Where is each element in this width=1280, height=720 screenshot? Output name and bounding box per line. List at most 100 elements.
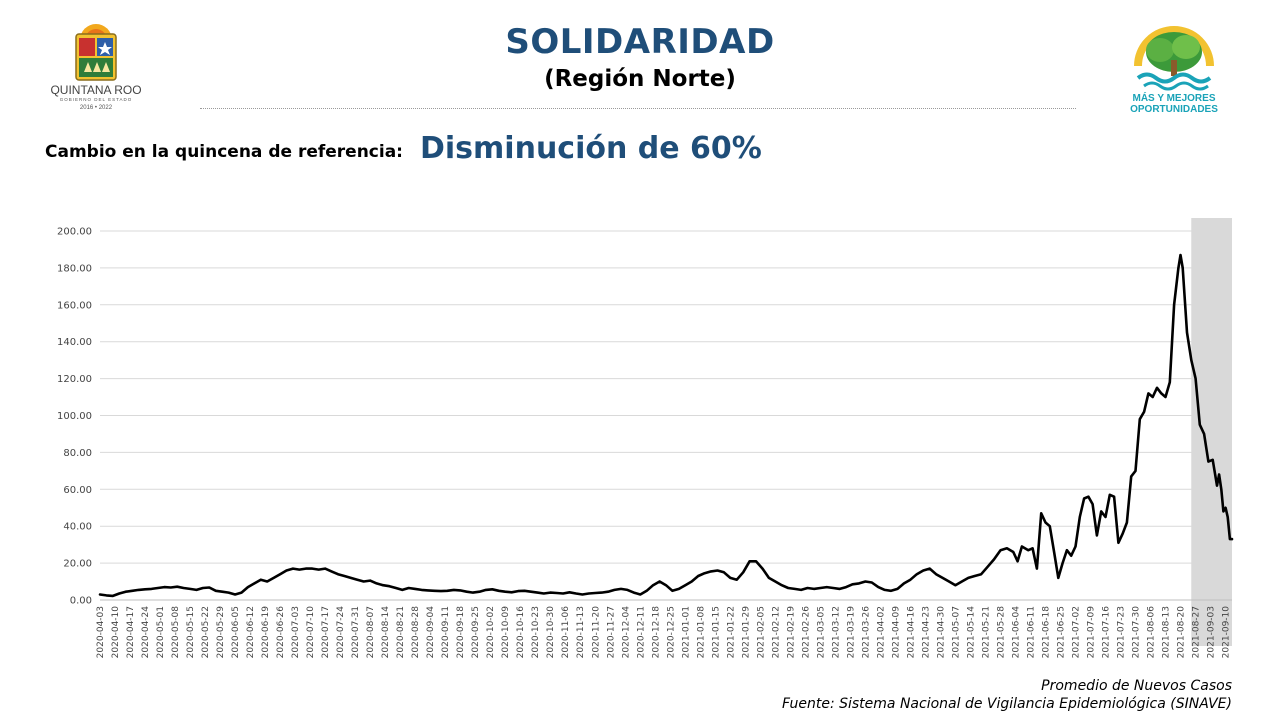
x-tick-label: 2020-04-24: [141, 606, 151, 659]
x-tick-label: 2020-09-04: [426, 606, 436, 659]
x-tick-label: 2020-06-12: [246, 606, 256, 658]
x-tick-label: 2021-08-27: [1192, 606, 1202, 658]
series-line: [98, 253, 1234, 598]
x-tick-label: 2021-04-30: [936, 606, 946, 659]
x-tick-label: 2021-05-07: [951, 606, 961, 658]
x-tick-label: 2020-11-13: [576, 606, 586, 658]
logo-left-years: 2016 • 2022: [80, 105, 113, 111]
y-tick-label: 100.00: [57, 411, 92, 422]
x-tick-label: 2021-01-29: [741, 606, 751, 659]
x-tick-label: 2021-09-10: [1222, 606, 1232, 659]
logo-left-name: QUINTANA ROO: [50, 83, 141, 97]
y-tick-label: 0.00: [70, 596, 92, 607]
x-tick-label: 2021-08-06: [1147, 606, 1157, 659]
x-tick-label: 2021-02-26: [801, 606, 811, 659]
x-tick-label: 2021-06-25: [1056, 606, 1066, 658]
x-tick-label: 2021-02-05: [756, 606, 766, 658]
x-tick-label: 2020-07-24: [336, 606, 346, 659]
x-tick-label: 2021-01-08: [696, 606, 706, 659]
x-tick-label: 2020-06-05: [231, 606, 241, 658]
x-tick-label: 2020-09-11: [441, 606, 451, 658]
x-tick-label: 2021-04-16: [906, 606, 916, 659]
mas-oportunidades-logo: MÁS Y MEJORES OPORTUNIDADES: [1118, 20, 1230, 116]
x-tick-label: 2020-07-17: [321, 606, 331, 658]
x-tick-label: 2021-07-02: [1071, 606, 1081, 658]
x-tick-label: 2021-03-19: [846, 606, 856, 659]
x-tick-label: 2020-10-09: [501, 606, 511, 659]
series-caption: Promedio de Nuevos Casos: [1041, 678, 1232, 694]
x-tick-label: 2020-05-08: [171, 606, 181, 659]
x-tick-label: 2021-04-23: [921, 606, 931, 658]
logo-right-line1: MÁS Y MEJORES: [1133, 91, 1216, 104]
y-tick-label: 20.00: [63, 559, 92, 570]
x-tick-label: 2020-08-28: [411, 606, 421, 659]
x-tick-label: 2021-01-22: [726, 606, 736, 658]
x-tick-label: 2021-01-15: [711, 606, 721, 658]
x-tick-label: 2020-10-30: [546, 606, 556, 659]
x-tick-label: 2020-07-03: [291, 606, 301, 658]
highlight-band: [1191, 218, 1232, 646]
x-tick-label: 2020-12-18: [651, 606, 661, 659]
x-tick-label: 2021-04-09: [891, 606, 901, 659]
x-tick-label: 2021-05-21: [981, 606, 991, 658]
waves-icon: [1136, 72, 1212, 91]
x-tick-label: 2020-11-06: [561, 606, 571, 659]
x-tick-label: 2021-02-19: [786, 606, 796, 659]
x-tick-label: 2020-08-14: [381, 606, 391, 659]
x-tick-label: 2021-02-12: [771, 606, 781, 658]
sun-arc-icon: [1134, 26, 1214, 67]
x-tick-label: 2021-06-11: [1026, 606, 1036, 658]
y-tick-label: 160.00: [57, 300, 92, 311]
x-tick-label: 2021-05-28: [996, 606, 1006, 659]
x-tick-label: 2021-06-18: [1041, 606, 1051, 659]
x-tick-label: 2020-04-17: [126, 606, 136, 658]
x-tick-label: 2021-07-09: [1087, 606, 1097, 659]
x-tick-label: 2020-04-10: [111, 606, 121, 659]
x-tick-label: 2021-06-04: [1011, 606, 1021, 659]
tree-icon: [1146, 32, 1202, 76]
x-tick-label: 2020-11-27: [606, 606, 616, 658]
x-tick-label: 2020-04-03: [96, 606, 106, 658]
x-tick-label: 2021-01-01: [681, 606, 691, 658]
x-tick-label: 2020-05-01: [156, 606, 166, 658]
x-tick-label: 2020-05-22: [201, 606, 211, 658]
x-tick-label: 2021-03-05: [816, 606, 826, 658]
x-tick-label: 2020-06-26: [276, 606, 286, 659]
x-tick-label: 2021-09-03: [1207, 606, 1217, 658]
y-tick-label: 180.00: [57, 263, 92, 274]
x-tick-label: 2020-12-04: [621, 606, 631, 659]
y-tick-label: 140.00: [57, 337, 92, 348]
x-tick-label: 2020-05-15: [186, 606, 196, 658]
quintana-roo-logo: QUINTANA ROO GOBIERNO DEL ESTADO 2016 • …: [44, 20, 148, 112]
x-tick-label: 2020-10-02: [486, 606, 496, 658]
x-tick-label: 2020-12-11: [636, 606, 646, 658]
shield-icon: [75, 33, 117, 81]
change-label: Cambio en la quincena de referencia:: [45, 142, 403, 162]
y-tick-label: 120.00: [57, 374, 92, 385]
x-tick-label: 2021-07-16: [1102, 606, 1112, 659]
change-value: Disminución de 60%: [420, 131, 762, 166]
x-tick-label: 2021-08-20: [1177, 606, 1187, 659]
logo-right-line2: OPORTUNIDADES: [1130, 104, 1218, 115]
x-tick-label: 2021-03-26: [861, 606, 871, 659]
x-tick-label: 2021-07-30: [1132, 606, 1142, 659]
logo-left-tagline: GOBIERNO DEL ESTADO: [60, 97, 133, 102]
x-tick-label: 2020-12-25: [666, 606, 676, 658]
x-tick-label: 2020-07-10: [306, 606, 316, 659]
y-tick-label: 60.00: [63, 485, 92, 496]
header-divider: [200, 108, 1076, 109]
source-caption: Fuente: Sistema Nacional de Vigilancia E…: [782, 696, 1232, 712]
x-tick-label: 2021-07-23: [1117, 606, 1127, 658]
x-tick-label: 2020-10-16: [516, 606, 526, 659]
page-subtitle: (Región Norte): [544, 66, 736, 92]
x-tick-label: 2021-04-02: [876, 606, 886, 658]
x-tick-label: 2021-08-13: [1162, 606, 1172, 658]
y-tick-label: 200.00: [57, 227, 92, 238]
x-tick-label: 2020-09-25: [471, 606, 481, 658]
x-tick-label: 2020-10-23: [531, 606, 541, 658]
x-tick-label: 2020-09-18: [456, 606, 466, 659]
x-tick-label: 2020-08-07: [366, 606, 376, 658]
x-tick-label: 2020-07-31: [351, 606, 361, 658]
x-tick-label: 2020-05-29: [216, 606, 226, 659]
y-tick-label: 80.00: [63, 448, 92, 459]
